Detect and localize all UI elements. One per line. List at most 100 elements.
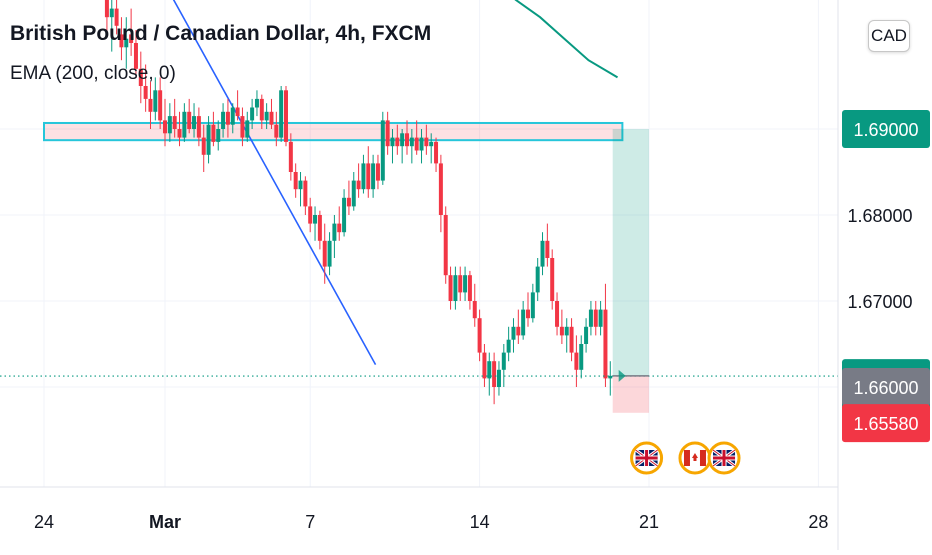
candle (443, 215, 448, 276)
candle (288, 141, 293, 172)
candle (496, 369, 501, 387)
canada-flag-icon[interactable] (678, 441, 712, 475)
candle (438, 163, 443, 215)
price-label (842, 368, 930, 406)
candle (346, 197, 351, 207)
candle (603, 309, 608, 379)
candle (361, 163, 366, 190)
candle (284, 90, 288, 142)
price-axis (838, 0, 932, 550)
candle (414, 137, 419, 151)
candle (506, 339, 511, 353)
candle (526, 309, 530, 319)
candle (221, 111, 226, 129)
candle (163, 120, 167, 134)
candle (143, 86, 148, 99)
resistance-zone (43, 121, 624, 142)
candle (598, 309, 603, 327)
candle (172, 116, 177, 129)
candle (303, 180, 308, 207)
candle (230, 107, 235, 125)
candle (521, 309, 526, 336)
candle (182, 111, 187, 138)
candle (167, 116, 172, 134)
candle (579, 344, 584, 370)
candle (308, 206, 313, 224)
currency-button[interactable]: CAD (868, 20, 910, 52)
candle (269, 111, 274, 125)
candle (274, 124, 279, 138)
candle (119, 34, 124, 48)
candle (371, 163, 376, 190)
candle (279, 90, 284, 138)
candle (351, 180, 356, 207)
chart-title: British Pound / Canadian Dollar, 4h, FXC… (10, 22, 432, 45)
candle (390, 137, 395, 147)
candle (530, 292, 535, 319)
indicator-legend[interactable]: EMA (200, close, 0) (10, 63, 176, 84)
candle (375, 163, 380, 181)
candle (153, 90, 158, 112)
candle (569, 326, 574, 353)
candle (259, 98, 264, 121)
candle (366, 163, 371, 190)
candle (550, 258, 555, 301)
candle (492, 361, 497, 387)
candle (129, 34, 134, 43)
target-zone (612, 129, 649, 376)
position-handle (618, 369, 626, 382)
uk-flag-icon[interactable] (707, 441, 741, 475)
candle (429, 141, 434, 147)
candle (158, 90, 163, 121)
stop-zone (612, 375, 649, 413)
candle (225, 111, 230, 125)
candles (104, 0, 613, 405)
candle (264, 111, 269, 121)
candle (148, 98, 153, 112)
price-label-text: 1.65580 (853, 414, 918, 434)
candle (240, 116, 245, 138)
time-axis (0, 487, 838, 550)
event-flags (630, 441, 741, 475)
candle (574, 352, 579, 370)
candle (201, 137, 206, 155)
price-label-text: 1.69000 (853, 120, 918, 140)
trendline (172, 0, 377, 366)
candle (342, 197, 347, 233)
uk-flag-icon[interactable] (630, 441, 664, 475)
candle (501, 352, 506, 370)
candle (535, 266, 540, 293)
grid (0, 0, 838, 487)
candle (317, 215, 322, 241)
candle (564, 326, 569, 336)
candle (380, 120, 385, 181)
candle (138, 68, 143, 86)
candle (206, 124, 211, 155)
candle (395, 137, 400, 147)
candle (584, 326, 589, 344)
candle (245, 120, 250, 138)
candle (545, 240, 550, 258)
x-tick-label: 7 (305, 512, 315, 532)
ema-line (514, 0, 619, 79)
candle (453, 275, 458, 301)
candle (254, 98, 259, 108)
candle (511, 326, 516, 340)
y-tick-label: 1.68000 (847, 206, 912, 226)
candle (356, 180, 361, 190)
candle (608, 375, 613, 379)
candle (250, 107, 255, 121)
candle (177, 129, 182, 138)
candle (458, 275, 463, 293)
x-tick-label: 28 (808, 512, 828, 532)
candle (322, 240, 327, 267)
candle (477, 318, 482, 353)
x-tick-label: 24 (34, 512, 54, 532)
candle (463, 275, 468, 293)
x-tick-label: Mar (149, 512, 181, 532)
candle (419, 137, 424, 151)
candle (516, 326, 521, 336)
candle (593, 309, 598, 327)
